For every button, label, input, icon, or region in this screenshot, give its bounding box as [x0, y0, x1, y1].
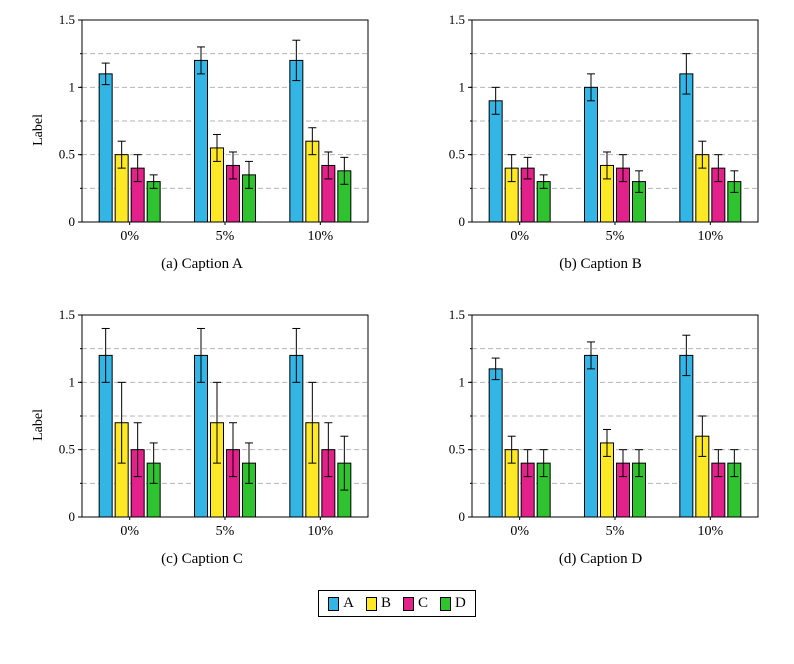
legend: A B C D: [318, 590, 476, 617]
svg-text:0: 0: [458, 509, 465, 524]
svg-text:0%: 0%: [510, 229, 529, 244]
legend-item-A: A: [328, 595, 354, 612]
legend-label-C: C: [418, 595, 429, 611]
legend-label-D: D: [455, 595, 466, 611]
svg-text:0: 0: [458, 214, 465, 229]
legend-item-D: D: [440, 595, 466, 612]
svg-text:1.5: 1.5: [58, 307, 74, 322]
chart-caption-b: (b) Caption B: [559, 256, 642, 272]
bar-chart-a: 0% 5% 10% 0 0.5 1 1.5: [58, 12, 368, 244]
legend-swatch-C: [403, 596, 414, 611]
svg-text:5%: 5%: [215, 229, 234, 244]
svg-text:0.5: 0.5: [448, 442, 464, 457]
svg-text:10%: 10%: [307, 229, 333, 244]
bar-chart-c: 0% 5% 10% 0 0.5 1 1.5: [58, 307, 368, 539]
legend-item-C: C: [403, 595, 428, 612]
legend-swatch-A: [328, 596, 340, 611]
svg-text:0: 0: [68, 509, 75, 524]
svg-text:10%: 10%: [697, 229, 723, 244]
svg-text:0.5: 0.5: [448, 147, 464, 162]
svg-text:5%: 5%: [605, 524, 624, 539]
charts-grid: Label 0% 5% 10% 0 0.5 1 1.5 (a) Caption A 0% 5%…: [31, 8, 764, 568]
chart-panel-c: Label 0% 5% 10% 0 0.5 1 1.5 (c) Caption C: [31, 303, 374, 568]
chart-caption-d: (d) Caption D: [558, 551, 643, 567]
svg-text:1: 1: [68, 374, 75, 389]
chart-caption-c: (c) Caption C: [161, 551, 243, 567]
y-axis-label: Label: [30, 409, 46, 441]
legend-label-A: A: [343, 595, 354, 611]
plot-row-b: 0% 5% 10% 0 0.5 1 1.5: [438, 8, 764, 252]
chart-panel-d: 0% 5% 10% 0 0.5 1 1.5 (d) Caption D: [438, 303, 764, 568]
plot-row-c: Label 0% 5% 10% 0 0.5 1 1.5: [31, 303, 374, 547]
chart-panel-a: Label 0% 5% 10% 0 0.5 1 1.5 (a) Caption A: [31, 8, 374, 273]
svg-text:0: 0: [68, 214, 75, 229]
svg-text:0%: 0%: [120, 229, 139, 244]
svg-text:1.5: 1.5: [448, 307, 464, 322]
legend-label-B: B: [380, 595, 391, 611]
y-axis-label: Label: [30, 114, 46, 146]
svg-text:0%: 0%: [120, 524, 139, 539]
legend-swatch-B: [365, 596, 377, 611]
svg-text:10%: 10%: [307, 524, 333, 539]
plot-row-d: 0% 5% 10% 0 0.5 1 1.5: [438, 303, 764, 547]
legend-item-B: B: [365, 595, 391, 612]
legend-swatch-D: [440, 596, 452, 611]
bar-chart-b: 0% 5% 10% 0 0.5 1 1.5: [448, 12, 758, 244]
plot-row-a: Label 0% 5% 10% 0 0.5 1 1.5: [31, 8, 374, 252]
svg-text:0.5: 0.5: [58, 147, 74, 162]
svg-text:1: 1: [458, 79, 465, 94]
svg-text:5%: 5%: [215, 524, 234, 539]
svg-text:0.5: 0.5: [58, 442, 74, 457]
svg-text:1: 1: [68, 79, 75, 94]
bar-chart-d: 0% 5% 10% 0 0.5 1 1.5: [448, 307, 758, 539]
chart-panel-b: 0% 5% 10% 0 0.5 1 1.5 (b) Caption B: [438, 8, 764, 273]
chart-caption-a: (a) Caption A: [161, 256, 243, 272]
svg-text:10%: 10%: [697, 524, 723, 539]
svg-text:1.5: 1.5: [448, 12, 464, 27]
svg-text:0%: 0%: [510, 524, 529, 539]
svg-text:5%: 5%: [605, 229, 624, 244]
svg-text:1.5: 1.5: [58, 12, 74, 27]
svg-text:1: 1: [458, 374, 465, 389]
